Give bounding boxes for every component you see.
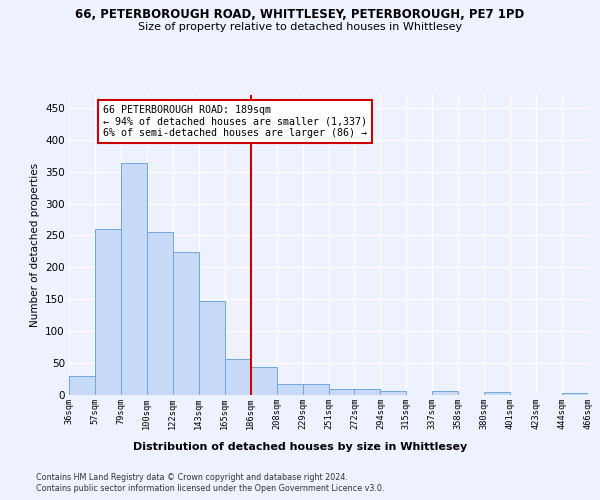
Bar <box>225 358 251 395</box>
Bar <box>121 164 147 395</box>
Text: Contains public sector information licensed under the Open Government Licence v3: Contains public sector information licen… <box>36 484 385 493</box>
Bar <box>380 390 406 395</box>
Bar <box>199 301 224 395</box>
Text: Distribution of detached houses by size in Whittlesey: Distribution of detached houses by size … <box>133 442 467 452</box>
Text: Size of property relative to detached houses in Whittlesey: Size of property relative to detached ho… <box>138 22 462 32</box>
Bar <box>562 393 588 395</box>
Bar <box>277 384 302 395</box>
Bar <box>69 376 95 395</box>
Y-axis label: Number of detached properties: Number of detached properties <box>29 163 40 327</box>
Bar <box>147 232 173 395</box>
Bar <box>173 252 199 395</box>
Text: Contains HM Land Registry data © Crown copyright and database right 2024.: Contains HM Land Registry data © Crown c… <box>36 472 348 482</box>
Bar <box>251 367 277 395</box>
Bar <box>95 229 121 395</box>
Bar <box>355 390 380 395</box>
Bar <box>329 388 355 395</box>
Text: 66, PETERBOROUGH ROAD, WHITTLESEY, PETERBOROUGH, PE7 1PD: 66, PETERBOROUGH ROAD, WHITTLESEY, PETER… <box>76 8 524 20</box>
Text: 66 PETERBOROUGH ROAD: 189sqm
← 94% of detached houses are smaller (1,337)
6% of : 66 PETERBOROUGH ROAD: 189sqm ← 94% of de… <box>103 104 367 138</box>
Bar <box>484 392 510 395</box>
Bar <box>302 384 329 395</box>
Bar <box>433 391 458 395</box>
